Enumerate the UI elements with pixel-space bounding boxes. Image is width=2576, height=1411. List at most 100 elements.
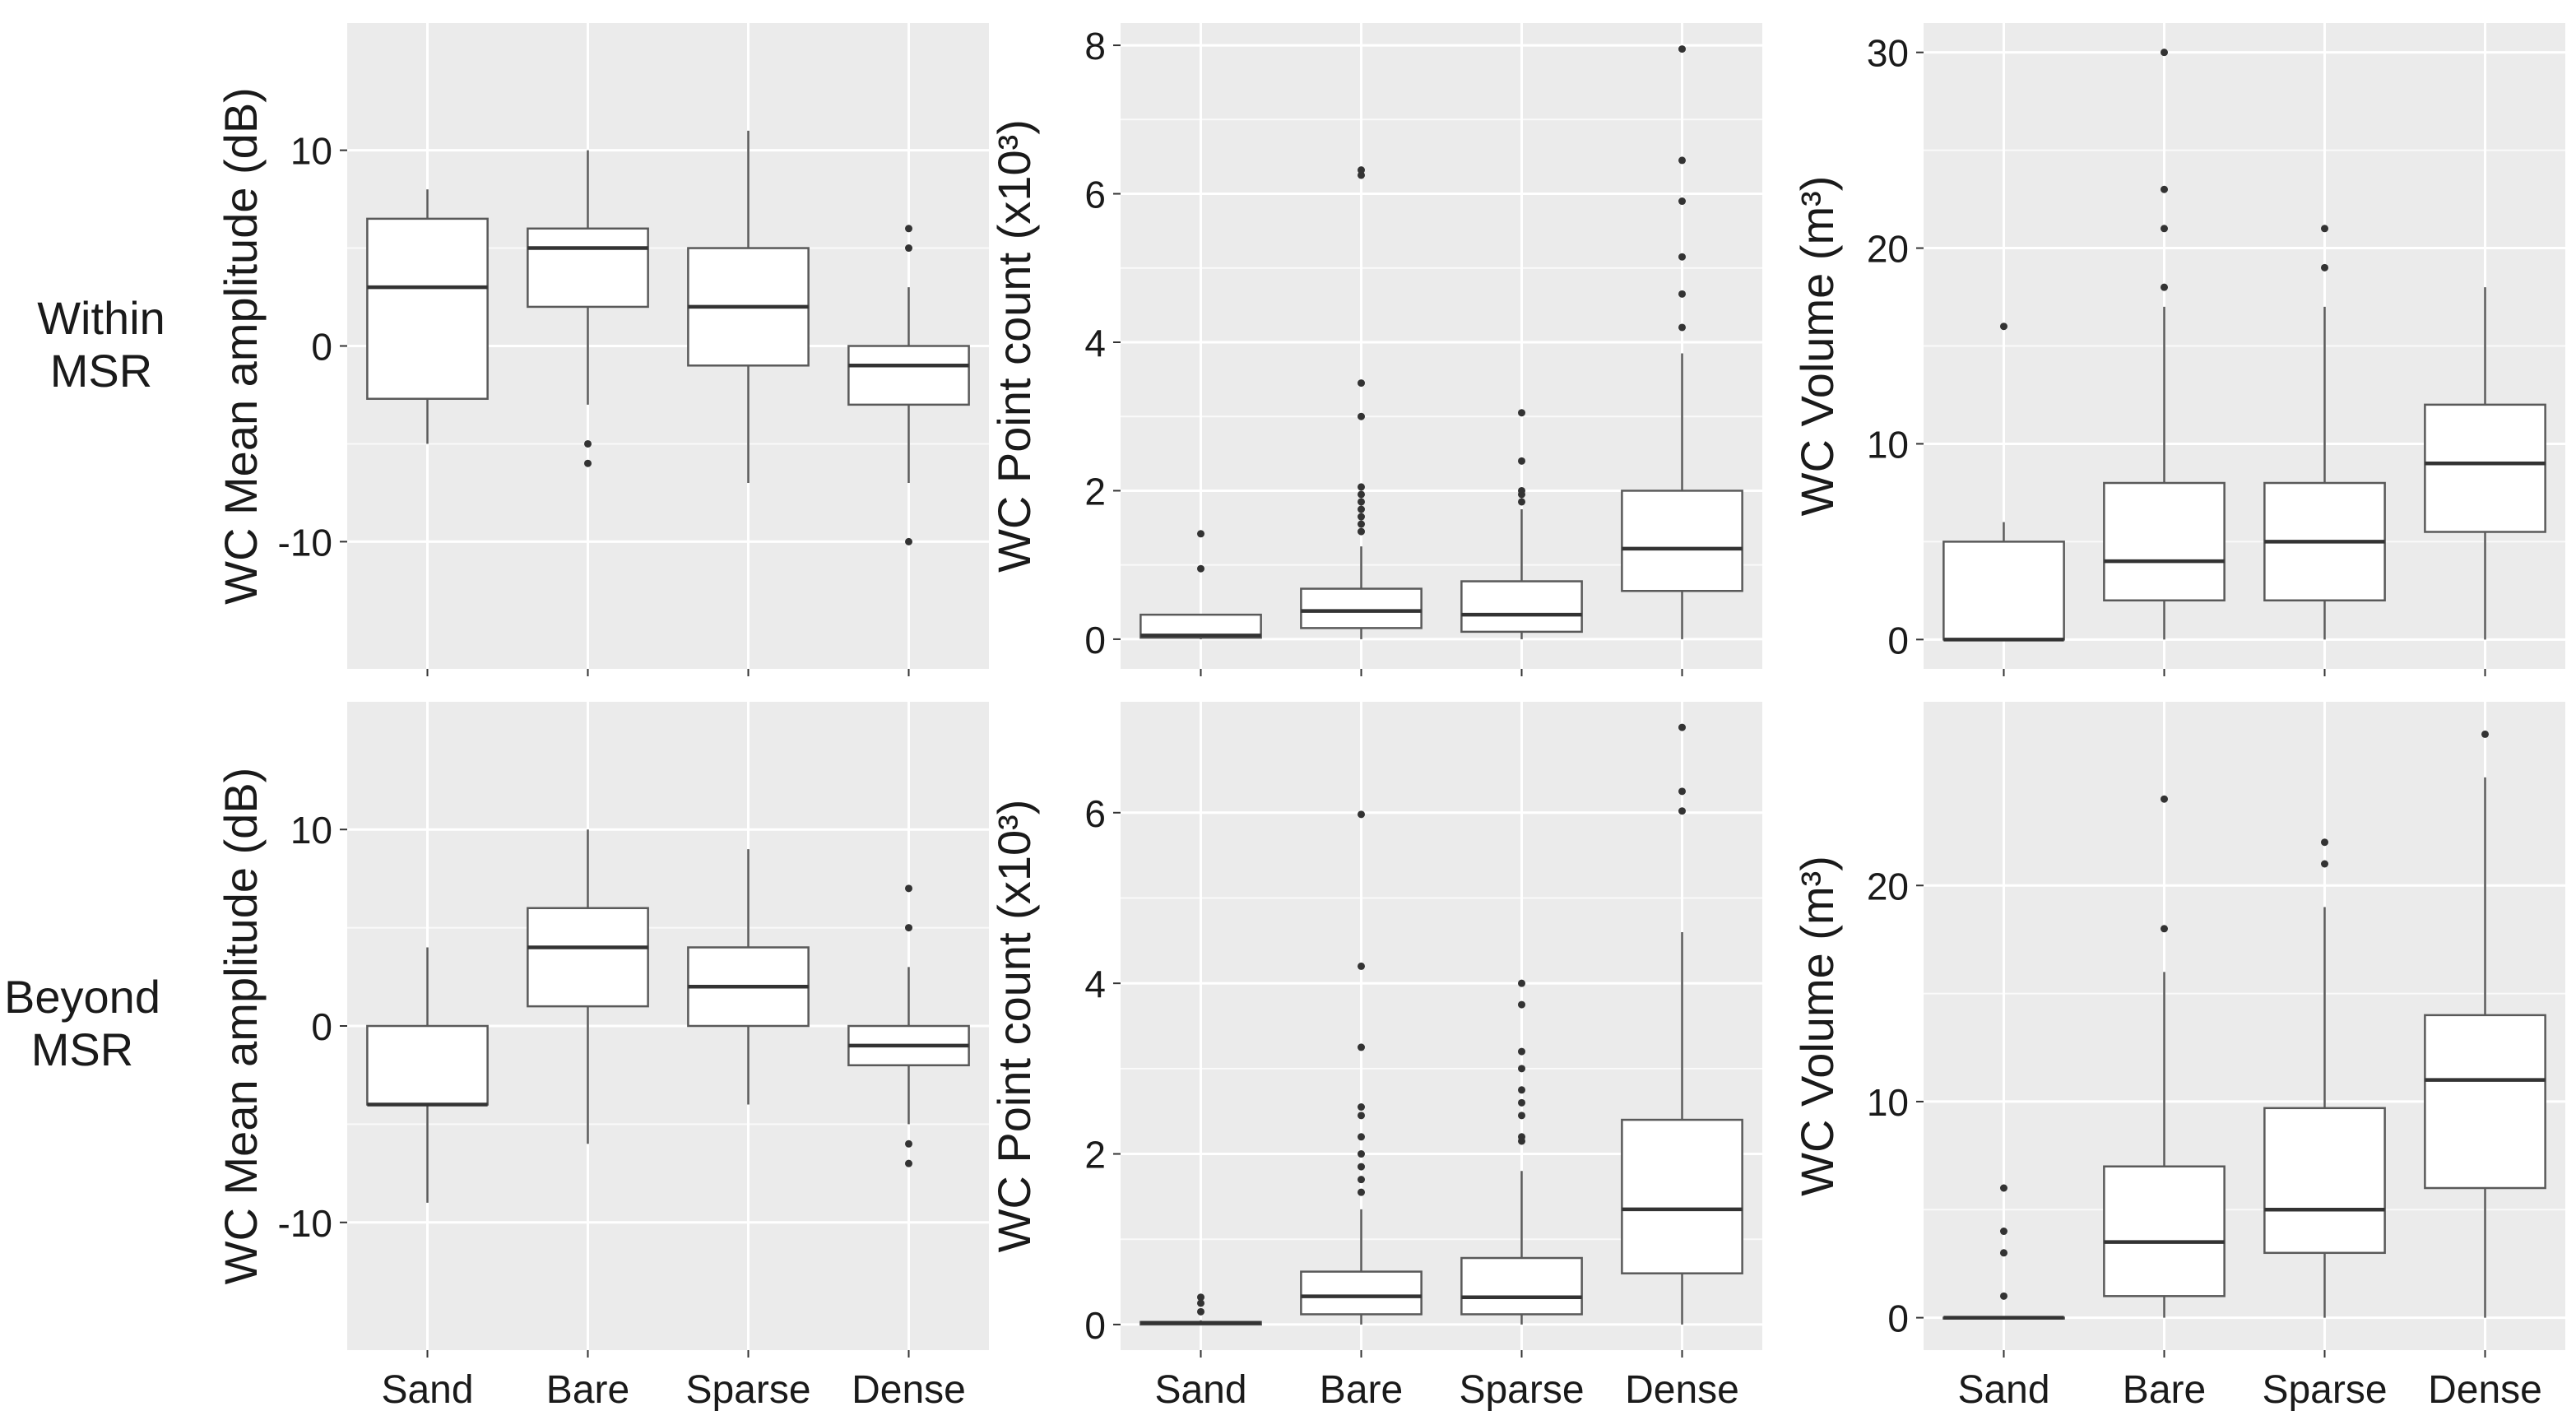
panel-2-outlier — [1518, 498, 1525, 506]
row-label-beyond-line1: Beyond — [4, 971, 160, 1023]
panel-5-outlier — [1358, 1043, 1365, 1051]
panel-5-ytick-label: 6 — [1084, 792, 1106, 835]
panel-1-ytick-label: 0 — [311, 326, 332, 369]
panel-2-outlier — [1358, 505, 1365, 513]
panel-5-box — [1460, 1256, 1583, 1316]
panel-3-outlier — [2000, 323, 2007, 331]
panel-5-xtick-label: Bare — [1320, 1368, 1403, 1411]
panel-5-outlier — [1518, 1065, 1525, 1073]
panel-5-outlier — [1518, 979, 1525, 987]
panel-2-outlier — [1197, 564, 1204, 573]
panel-6-box — [2263, 1107, 2386, 1255]
panel-3-box — [1942, 541, 2065, 641]
panel-3-ylabel: WC Volume (m³) — [1791, 176, 1843, 517]
panel-6-ytick-label: 20 — [1867, 865, 1909, 907]
panel-6-outlier — [2000, 1292, 2007, 1300]
panel-5-outlier — [1518, 1133, 1525, 1141]
panel-3-outlier — [2161, 49, 2168, 57]
panel-4-ytick-label: 10 — [290, 809, 332, 852]
panel-1-outlier — [584, 459, 592, 467]
panel-5-outlier — [1518, 1098, 1525, 1107]
panel-2-outlier — [1358, 171, 1365, 179]
panel-5-outlier — [1358, 962, 1365, 970]
panel-1-box — [847, 345, 970, 406]
panel-2-outlier — [1358, 483, 1365, 491]
panel-2-outlier — [1678, 156, 1686, 165]
panel-5-box — [1621, 1118, 1743, 1274]
panel-4-xtick-label: Dense — [852, 1368, 966, 1411]
panel-2-ytick-label: 0 — [1084, 619, 1106, 661]
panel-2-outlier — [1358, 527, 1365, 536]
panel-4-ytick-label: 0 — [311, 1005, 332, 1048]
panel-5-box — [1300, 1270, 1423, 1316]
panel-6-outlier — [2321, 838, 2328, 847]
panel-2-outlier — [1678, 253, 1686, 261]
panel-2-ytick-label: 2 — [1084, 470, 1106, 513]
panel-2-outlier — [1358, 379, 1365, 388]
panel-1-outlier — [584, 439, 592, 448]
panel-4-xtick-label: Sparse — [685, 1368, 810, 1411]
panel-5-outlier — [1518, 1000, 1525, 1009]
panel-5-outlier — [1678, 807, 1686, 815]
panel-5-outlier — [1678, 787, 1686, 796]
panel-4-box — [366, 1024, 489, 1106]
panel-2-outlier — [1678, 290, 1686, 298]
panel-3-box — [2424, 403, 2546, 533]
panel-1-ytick-label: -10 — [278, 521, 332, 564]
panel-6-outlier — [2161, 925, 2168, 933]
panel-2-outlier — [1518, 457, 1525, 465]
panel-4-outlier — [905, 1159, 912, 1167]
panel-6-box — [2424, 1014, 2546, 1190]
panel-5-outlier — [1358, 1133, 1365, 1141]
panel-6-outlier — [2161, 795, 2168, 803]
panel-5-outlier — [1358, 1188, 1365, 1196]
panel-3-ytick-label: 0 — [1887, 619, 1909, 661]
panel-2-outlier — [1678, 197, 1686, 206]
panel-2-box — [1460, 580, 1583, 634]
panel-2-outlier — [1197, 530, 1204, 538]
panel-6-xtick-label: Dense — [2428, 1368, 2542, 1411]
panel-2-outlier — [1678, 323, 1686, 332]
panel-3-outlier — [2321, 263, 2328, 272]
panel-2-outlier — [1358, 412, 1365, 420]
panel-2-outlier — [1518, 486, 1525, 494]
panel-5-outlier — [1197, 1299, 1204, 1307]
panel-1-outlier — [905, 537, 912, 545]
panel-2-box — [1300, 587, 1423, 629]
panel-3-outlier — [2161, 185, 2168, 193]
panel-2-ytick-label: 6 — [1084, 174, 1106, 216]
panel-2-ylabel: WC Point count (x10³) — [988, 119, 1040, 573]
panel-6-xtick-label: Sand — [1957, 1368, 2049, 1411]
panel-4-outlier — [905, 884, 912, 893]
panel-5-xtick-label: Sparse — [1459, 1368, 1584, 1411]
panel-4-xtick-label: Bare — [546, 1368, 629, 1411]
row-label-beyond-line2: MSR — [30, 1023, 134, 1075]
panel-5-ytick-label: 0 — [1084, 1304, 1106, 1347]
panel-5-outlier — [1197, 1307, 1204, 1316]
panel-6-xtick-label: Sparse — [2262, 1368, 2387, 1411]
panel-5-ytick-label: 2 — [1084, 1134, 1106, 1177]
panel-5-outlier — [1358, 1112, 1365, 1120]
panel-3-ytick-label: 30 — [1867, 32, 1909, 75]
panel-6-outlier — [2321, 860, 2328, 868]
panel-3-ytick-label: 20 — [1867, 228, 1909, 271]
panel-6-outlier — [2000, 1228, 2007, 1236]
panel-3-outlier — [2321, 225, 2328, 233]
panel-6-ytick-label: 0 — [1887, 1297, 1909, 1340]
panel-2-outlier — [1358, 166, 1365, 174]
panel-3-ytick-label: 10 — [1867, 423, 1909, 466]
panel-5-outlier — [1358, 1103, 1365, 1111]
panel-2-ytick-label: 8 — [1084, 25, 1106, 67]
panel-6-ylabel: WC Volume (m³) — [1791, 856, 1843, 1196]
panel-4-ytick-label: -10 — [278, 1202, 332, 1245]
panel-2-ytick-label: 4 — [1084, 322, 1106, 364]
panel-5-ytick-label: 4 — [1084, 963, 1106, 1005]
panel-4-ylabel: WC Mean amplitude (dB) — [215, 768, 267, 1285]
panel-5-outlier — [1678, 723, 1686, 731]
panel-6-outlier — [2481, 730, 2489, 738]
panel-2-outlier — [1518, 409, 1525, 417]
row-label-within: Within MSR — [19, 292, 183, 397]
panel-6-outlier — [2000, 1184, 2007, 1192]
panel-4-outlier — [905, 924, 912, 932]
